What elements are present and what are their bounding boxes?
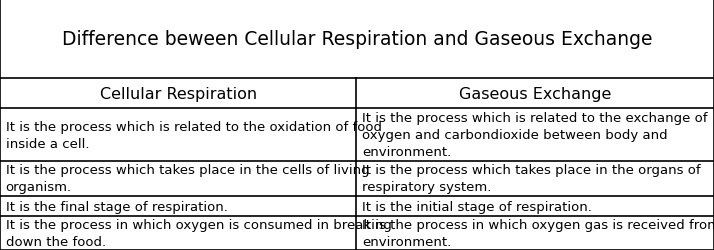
Text: It is the process in which oxygen gas is received from the
environment.: It is the process in which oxygen gas is… [362,218,714,248]
Text: It is the process which is related to the exchange of
oxygen and carbondioxide b: It is the process which is related to th… [362,112,708,158]
Text: Gaseous Exchange: Gaseous Exchange [459,86,611,101]
Text: It is the initial stage of respiration.: It is the initial stage of respiration. [362,200,592,213]
Text: It is the process which takes place in the organs of
respiratory system.: It is the process which takes place in t… [362,164,700,194]
Text: Difference beween Cellular Respiration and Gaseous Exchange: Difference beween Cellular Respiration a… [61,30,653,49]
Text: It is the final stage of respiration.: It is the final stage of respiration. [6,200,228,213]
Text: It is the process which is related to the oxidation of food
inside a cell.: It is the process which is related to th… [6,120,382,150]
Text: Cellular Respiration: Cellular Respiration [99,86,257,101]
Text: It is the process in which oxygen is consumed in breaking
down the food.: It is the process in which oxygen is con… [6,218,391,248]
Text: It is the process which takes place in the cells of living
organism.: It is the process which takes place in t… [6,164,369,194]
